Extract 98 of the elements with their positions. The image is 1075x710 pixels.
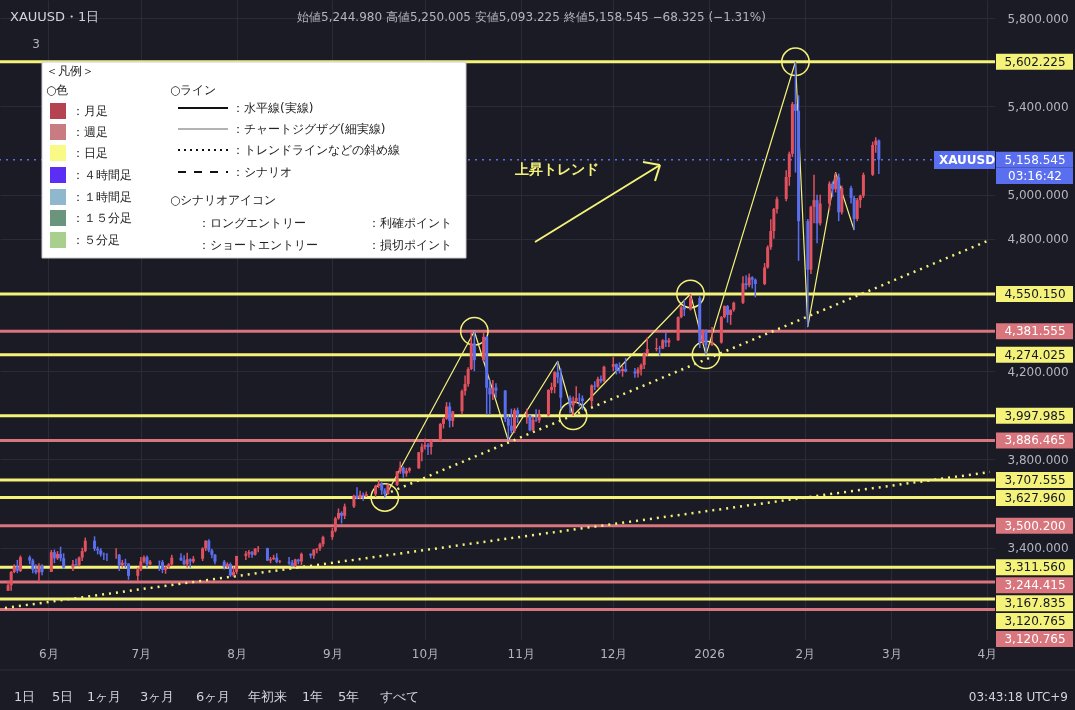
text: 03:16:42 [1008,169,1062,183]
candlestick [688,293,692,312]
y-tick-label: 3,800.000 [1007,452,1069,467]
text: 5年 [338,689,360,704]
candlestick [55,550,59,561]
ref-line-label: 4,381.555 [1004,324,1066,339]
annotation: ：月足 [72,104,108,118]
y-tick-label: 3,400.000 [1007,541,1069,556]
ref-line-label: 3,997.985 [1004,408,1066,423]
ref-line-label: 3,120.765 [1004,632,1066,646]
candlestick [512,407,516,434]
candlestick [667,337,671,348]
text: 3ヶ月 [140,689,175,704]
candlestick [102,551,106,561]
text: 始値5,244.980 高値5,250.005 安値5,093.225 終値5,158.545 −68.325 (−1.31%) [297,10,766,24]
candlestick [494,382,498,399]
annotation: ：トレンドラインなどの斜め線 [232,143,400,157]
candlestick [593,380,597,391]
text: 年初来 [248,689,287,704]
point [459,316,489,346]
y-tick-label: 5,400.000 [1007,99,1069,114]
annotation: ○ライン [170,83,217,97]
x-tick-label: 7月 [131,646,152,661]
annotation: 3 [32,37,40,51]
ref-line-label: 3,311.560 [1004,560,1066,575]
annotation: ：週足 [72,125,108,139]
candlestick [482,331,486,363]
ref-line-label: 3,244.415 [1004,578,1066,593]
annotation: ：チャートジグザグ(細実線) [232,122,386,136]
x-tick-label: 10月 [411,646,440,661]
annotation: ：シナリオ [232,165,292,179]
candlestick [827,180,831,211]
x-tick-label: 12月 [600,646,628,661]
annotation: ：損切ポイント [368,238,452,252]
x-tick-label: 4月 [977,646,998,661]
x-tick-label: 9月 [322,646,343,661]
annotation: 上昇トレンド [514,161,599,177]
point [676,279,705,309]
text: 1日 [14,689,36,704]
candlestick [553,370,557,395]
candlestick [855,197,859,222]
ref-line-label: 5,602.225 [1004,54,1066,69]
point [370,483,400,512]
candlestick [590,383,594,408]
x-tick-label: 3月 [881,646,902,661]
ref-line-label: 3,886.465 [1004,433,1066,448]
annotation: ：ショートエントリー [198,238,318,252]
annotation: XAUUSD [938,153,996,167]
candlestick [753,277,757,299]
text: 5日 [52,689,74,704]
candlestick [741,275,745,305]
x-tick-label: 6月 [38,646,59,661]
ref-line-label: 3,627.960 [1004,490,1066,505]
text: 3,120.765 [1004,614,1066,628]
candlestick [834,171,838,194]
ref-line-label: 5,158.545 [1004,152,1066,167]
y-tick-label: 4,800.000 [1007,232,1069,247]
text: すべて [380,689,419,704]
annotation: ：ロングエントリー [198,216,306,230]
text: 6ヶ月 [196,689,231,704]
text: 03:43:18 UTC+9 [968,690,1068,704]
annotation: ：日足 [72,146,108,160]
candlestick [525,407,529,425]
text: XAUUSD・1日 [10,9,100,24]
candlestick [74,558,78,568]
x-tick-label: 8月 [227,646,247,661]
candlestick [256,545,260,553]
candlestick [426,442,430,456]
ref-line-label: 3,167.835 [1004,596,1066,611]
candlestick [127,562,131,581]
text: 1ヶ月 [87,689,122,704]
x-tick-label: 2月 [795,646,816,661]
annotation: ：５分足 [72,233,120,247]
point [781,47,810,77]
candlestick [818,193,822,227]
ref-line-label: 3,500.200 [1004,518,1066,533]
annotation: ＜凡例＞ [46,64,94,78]
text: 1年 [302,689,324,704]
y-tick-label: 5,800.000 [1007,11,1069,26]
candlestick [408,466,411,474]
point [691,340,721,370]
x-tick-label: 2026 [694,646,725,661]
candlestick [664,331,668,348]
point [558,401,588,431]
annotation: ○シナリオアイコン [170,193,277,207]
x-tick-label: 11月 [507,646,535,661]
y-tick-label: 4,200.000 [1007,364,1069,379]
annotation: ○色 [46,83,69,97]
y-tick-label: 5,000.000 [1007,188,1069,203]
candlestick [655,337,659,353]
annotation: ：１５分足 [72,211,132,225]
annotation: ：４時間足 [72,168,132,182]
ref-line-label: 4,274.025 [1004,347,1066,362]
annotation: ：水平線(実線) [232,101,314,115]
annotation: ：利確ポイント [368,216,452,230]
ref-line-label: 4,550.150 [1004,286,1066,301]
ref-line-label: 3,707.555 [1004,472,1066,487]
annotation: ：１時間足 [72,190,132,204]
